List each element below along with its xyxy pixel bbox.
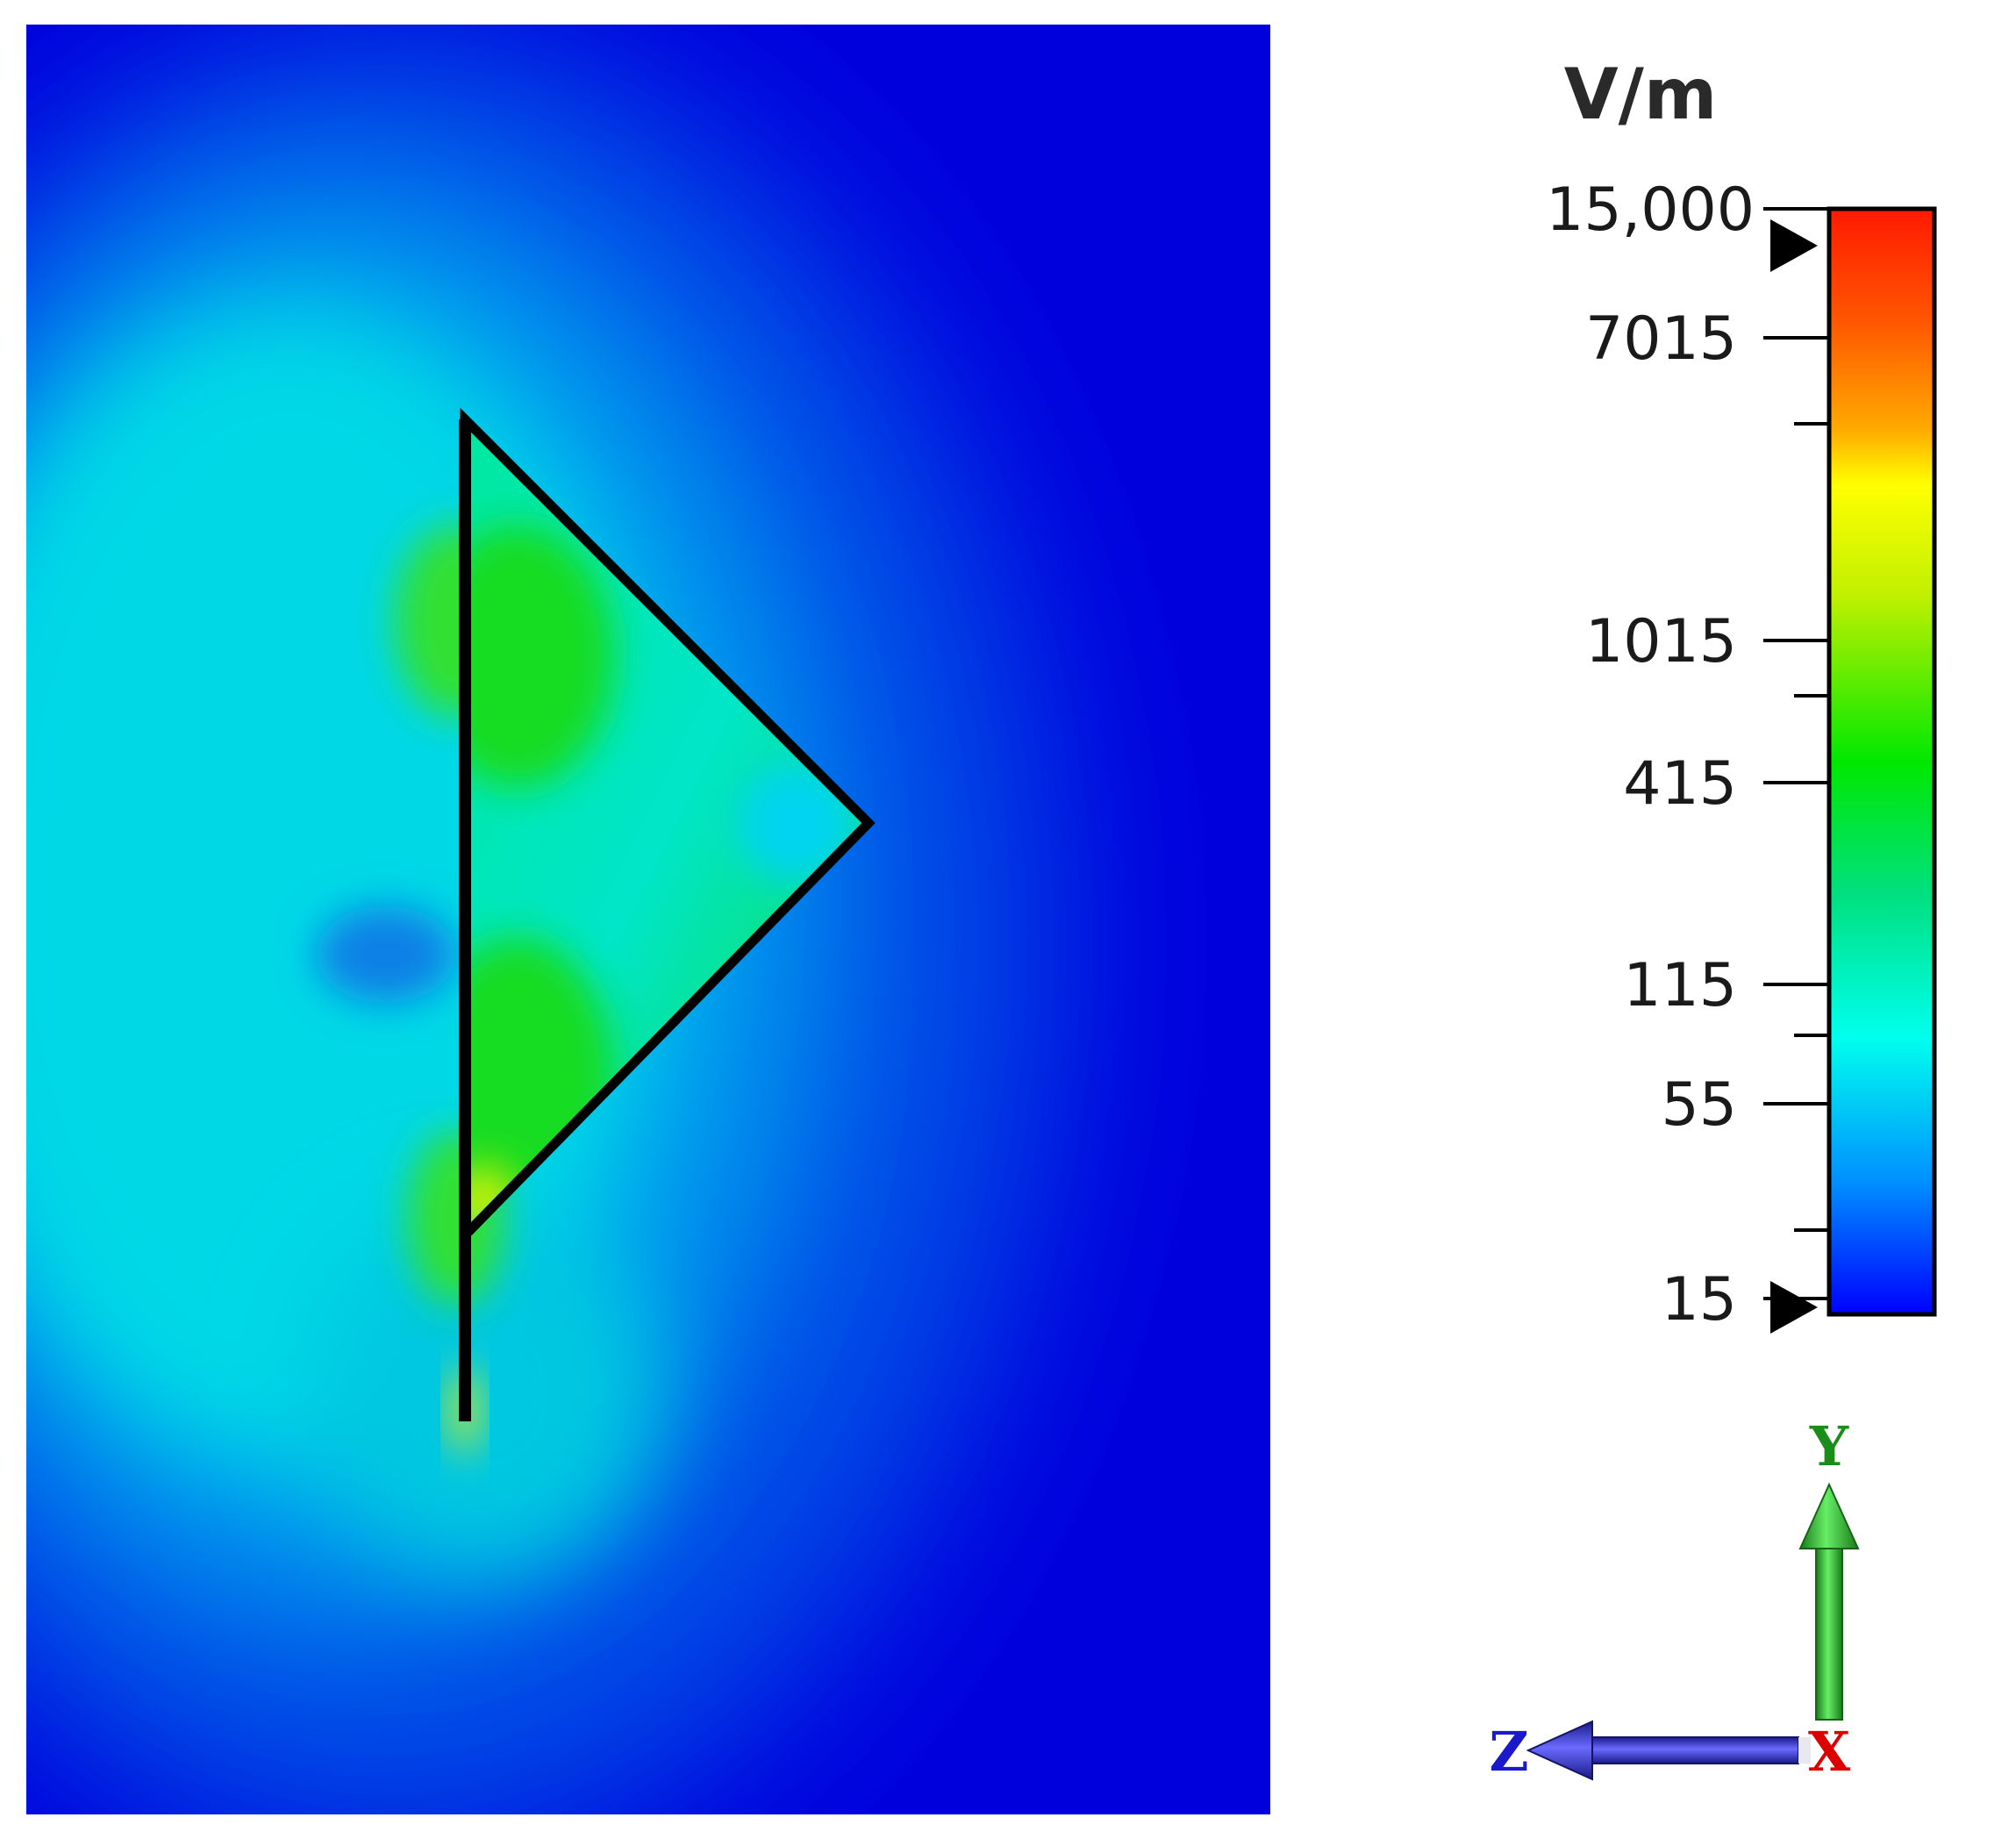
- z-axis-arrow: [1526, 1720, 1811, 1781]
- tick-label-15000: 15,000: [1546, 175, 1755, 245]
- tick-label-7015: 7015: [1585, 304, 1737, 374]
- upper-limit-marker-icon[interactable]: [1770, 219, 1818, 272]
- colorbar-ticks: [1763, 207, 1829, 1300]
- coordinate-axes: Y Z X: [1491, 1414, 1860, 1784]
- z-axis-label: Z: [1491, 1720, 1529, 1784]
- colorbar-gradient: [1827, 206, 1937, 1317]
- tick-label-415: 415: [1623, 749, 1737, 819]
- y-axis-label: Y: [1809, 1414, 1849, 1478]
- x-axis-label: X: [1808, 1720, 1851, 1784]
- tick-label-115: 115: [1623, 951, 1737, 1020]
- field-distribution-plot: [26, 25, 1270, 1814]
- y-axis-arrow: [1798, 1482, 1860, 1721]
- lower-limit-marker-icon[interactable]: [1770, 1281, 1818, 1334]
- colorbar-unit: V/m: [1564, 54, 1718, 135]
- tick-label-15: 15: [1661, 1265, 1737, 1335]
- color-bar-legend: V/m 15,000 7015 1015 415 115 55 15: [1546, 54, 1937, 1335]
- tick-label-1015: 1015: [1585, 607, 1737, 676]
- tick-label-55: 55: [1661, 1070, 1737, 1140]
